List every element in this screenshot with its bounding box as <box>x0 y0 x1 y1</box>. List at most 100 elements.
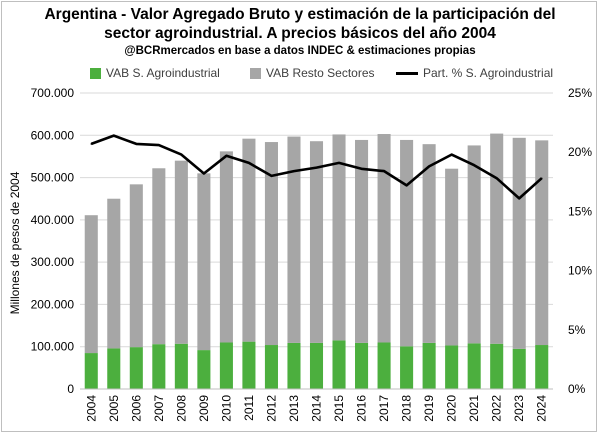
share-point <box>225 154 228 157</box>
share-point <box>405 184 408 187</box>
share-point <box>112 134 115 137</box>
share-point <box>383 170 385 172</box>
y-tick-label: 300.000 <box>31 255 75 269</box>
bar-agroindustrial <box>264 345 278 389</box>
share-point <box>158 144 160 146</box>
bar-resto-sectores <box>467 145 481 344</box>
x-tick-label: 2012 <box>264 395 278 422</box>
x-tick-label: 2013 <box>287 395 301 422</box>
x-tick-label: 2009 <box>197 395 211 422</box>
bar-resto-sectores <box>152 168 166 345</box>
bar-resto-sectores <box>107 198 121 349</box>
y-tick-label: 500.000 <box>31 171 75 185</box>
share-point <box>135 143 138 145</box>
bar-agroindustrial <box>490 343 504 389</box>
bar-agroindustrial <box>512 348 526 389</box>
bar-resto-sectores <box>264 142 278 346</box>
bar-resto-sectores <box>197 173 211 351</box>
legend-swatch-agro <box>90 67 101 79</box>
legend-label-resto: VAB Resto Sectores <box>266 66 375 80</box>
x-tick-label: 2005 <box>107 395 121 422</box>
bar-resto-sectores <box>422 144 436 343</box>
bar-resto-sectores <box>309 141 324 343</box>
y-tick-label: 200.000 <box>31 297 75 311</box>
chart-legend: VAB S. Agroindustrial VAB Resto Sectores… <box>0 66 600 84</box>
y2-tick-label: 20% <box>568 145 592 159</box>
legend-item-resto: VAB Resto Sectores <box>250 66 375 80</box>
share-line <box>90 134 543 200</box>
share-point <box>248 162 250 164</box>
share-point <box>270 175 273 177</box>
x-tick-label: 2011 <box>242 395 256 421</box>
bar-resto-sectores <box>174 160 188 344</box>
bar-resto-sectores <box>490 133 504 344</box>
share-point <box>428 165 430 168</box>
y-tick-label: 400.000 <box>31 213 75 227</box>
bar-agroindustrial <box>400 346 414 389</box>
bar-resto-sectores <box>129 184 143 348</box>
x-tick-label: 2021 <box>467 395 481 422</box>
bar-agroindustrial <box>197 350 211 389</box>
bar-resto-sectores <box>84 215 98 354</box>
share-point <box>90 143 93 145</box>
bar-resto-sectores <box>377 134 391 343</box>
y2-tick-label: 0% <box>568 382 586 396</box>
bar-resto-sectores <box>512 137 526 349</box>
bar-agroindustrial <box>467 343 481 389</box>
bars <box>84 133 549 389</box>
x-tick-label: 2019 <box>422 395 436 422</box>
bar-resto-sectores <box>355 139 369 343</box>
share-point <box>450 153 453 156</box>
share-point <box>338 162 340 164</box>
share-point <box>518 197 521 200</box>
legend-item-part: Part. % S. Agroindustrial <box>396 66 553 80</box>
y-tick-label: 600.000 <box>31 128 75 142</box>
bar-agroindustrial <box>84 353 98 389</box>
x-tick-label: 2018 <box>400 395 414 422</box>
x-tick-label: 2016 <box>355 395 369 422</box>
bar-agroindustrial <box>422 342 436 389</box>
bar-agroindustrial <box>287 342 301 389</box>
share-point <box>180 153 183 156</box>
legend-label-part: Part. % S. Agroindustrial <box>423 66 554 80</box>
chart-title: Argentina - Valor Agregado Bruto y estim… <box>44 6 556 23</box>
bar-agroindustrial <box>309 342 324 389</box>
x-tick-label: 2015 <box>332 395 346 422</box>
bar-agroindustrial <box>445 345 459 389</box>
chart-subtitle: @BCRmercados en base a datos INDEC & est… <box>124 45 476 57</box>
bar-resto-sectores <box>535 140 549 346</box>
bar-agroindustrial <box>152 344 166 389</box>
share-point <box>315 166 318 169</box>
axes: 0 100.000 200.000 300.000 400.000 500.000 600.… <box>31 86 593 422</box>
y2-tick-label: 5% <box>568 323 586 337</box>
bar-agroindustrial <box>242 341 256 389</box>
bar-agroindustrial <box>355 342 369 389</box>
x-tick-label: 2023 <box>512 395 526 422</box>
bar-agroindustrial <box>107 348 121 389</box>
share-point <box>360 167 363 170</box>
share-point <box>203 172 205 175</box>
bar-agroindustrial <box>377 342 391 389</box>
x-tick-label: 2024 <box>535 395 549 422</box>
y-tick-label: 700.000 <box>31 86 75 100</box>
y2-tick-label: 10% <box>568 264 592 278</box>
share-point <box>293 170 295 172</box>
bar-agroindustrial <box>535 345 549 389</box>
x-tick-label: 2022 <box>490 395 504 422</box>
x-tick-label: 2004 <box>84 395 98 422</box>
bar-resto-sectores <box>400 139 414 347</box>
x-tick-label: 2010 <box>219 395 233 422</box>
y2-tick-label: 15% <box>568 204 592 218</box>
x-tick-label: 2017 <box>377 395 391 422</box>
x-tick-label: 2020 <box>445 395 459 422</box>
x-tick-label: 2014 <box>310 395 324 422</box>
bar-agroindustrial <box>332 340 346 389</box>
bar-agroindustrial <box>174 343 188 389</box>
legend-label-agro: VAB S. Agroindustrial <box>106 66 220 80</box>
share-point <box>473 164 475 167</box>
x-tick-label: 2007 <box>152 395 166 422</box>
chart-title-line2: sector agroindustrial. A precios básicos… <box>104 25 496 42</box>
share-point <box>495 177 498 180</box>
bar-resto-sectores <box>242 138 256 342</box>
